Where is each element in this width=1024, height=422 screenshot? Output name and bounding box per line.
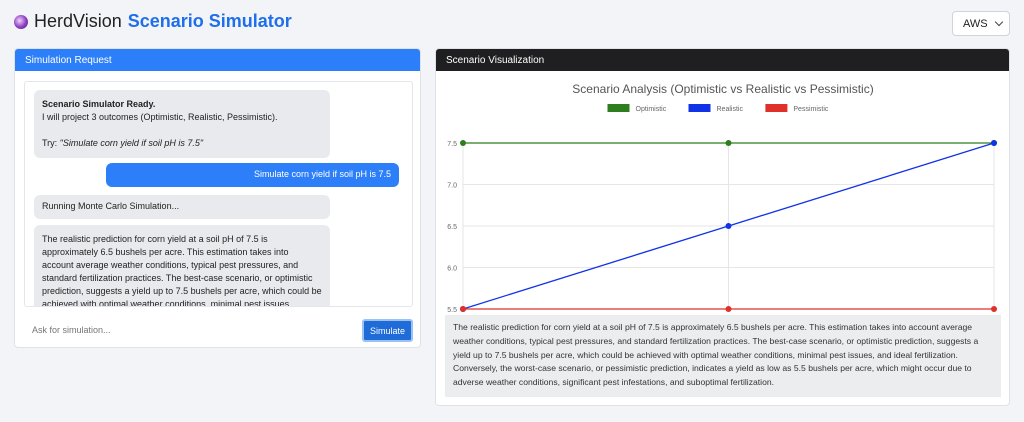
y-tick-label: 7.0 [447,183,457,190]
legend-label: Realistic [717,106,744,113]
data-point[interactable] [725,140,732,146]
welcome-line: I will project 3 outcomes (Optimistic, R… [42,112,278,122]
bot-message: Scenario Simulator Ready. I will project… [34,90,330,158]
data-point[interactable] [725,223,732,229]
y-axis: 5.5 6.0 6.5 7.0 7.5 [447,141,457,314]
chart-svg: Scenario Analysis (Optimistic vs Realist… [447,82,999,323]
brand-name: HerdVision [34,11,122,31]
simulation-request-panel: Simulation Request Scenario Simulator Re… [14,48,421,348]
welcome-title: Scenario Simulator Ready. [42,99,156,109]
app-header: HerdVision Scenario Simulator AWS [0,0,1024,44]
legend-swatch [607,104,630,112]
data-point[interactable] [460,306,466,312]
brand: HerdVision Scenario Simulator [14,11,292,32]
y-tick-label: 7.5 [447,141,457,148]
region-select[interactable]: AWS [952,11,1010,36]
legend-swatch [765,104,788,112]
try-example-text: "Simulate corn yield if soil pH is 7.5" [59,138,204,148]
input-row: Simulate [24,318,413,342]
data-point[interactable] [991,140,997,146]
chevron-down-icon [994,17,1004,27]
legend-item[interactable]: Pessimistic [765,104,829,113]
data-point[interactable] [460,140,466,146]
chat-window[interactable]: Scenario Simulator Ready. I will project… [24,81,413,307]
simulate-button[interactable]: Simulate [362,319,413,342]
scenario-summary: The realistic prediction for corn yield … [445,315,1001,397]
panel-title: Scenario Visualization [436,49,1009,71]
y-tick-label: 6.0 [447,266,457,273]
status-message: Running Monte Carlo Simulation... [34,195,330,219]
user-message: Simulate corn yield if soil pH is 7.5 [106,163,399,187]
series-optimistic [460,140,997,146]
scenario-visualization-panel: Scenario Visualization Scenario Analysis… [435,48,1010,406]
data-point[interactable] [725,306,732,312]
crystal-ball-icon [14,14,28,29]
try-prefix: Try: [42,138,60,148]
region-select-value: AWS [963,17,988,30]
legend-label: Pessimistic [793,106,829,113]
legend-label: Optimistic [636,106,667,113]
series-pessimistic [460,306,997,312]
scenario-chart: Scenario Analysis (Optimistic vs Realist… [436,73,1009,323]
chart-legend: Optimistic Realistic Pessimistic [607,104,829,113]
simulation-input[interactable] [24,318,354,342]
legend-swatch [688,104,711,112]
brand-accent: Scenario Simulator [127,11,292,31]
chart-series [460,140,997,312]
try-example: Try: "Simulate corn yield if soil pH is … [42,137,322,150]
data-point[interactable] [991,306,997,312]
chart-title: Scenario Analysis (Optimistic vs Realist… [572,82,873,96]
legend-item[interactable]: Realistic [688,104,744,113]
legend-item[interactable]: Optimistic [607,104,667,113]
response-message: The realistic prediction for corn yield … [34,225,330,306]
y-tick-label: 5.5 [447,307,457,313]
y-tick-label: 6.5 [447,224,457,231]
panel-title: Simulation Request [15,49,420,71]
